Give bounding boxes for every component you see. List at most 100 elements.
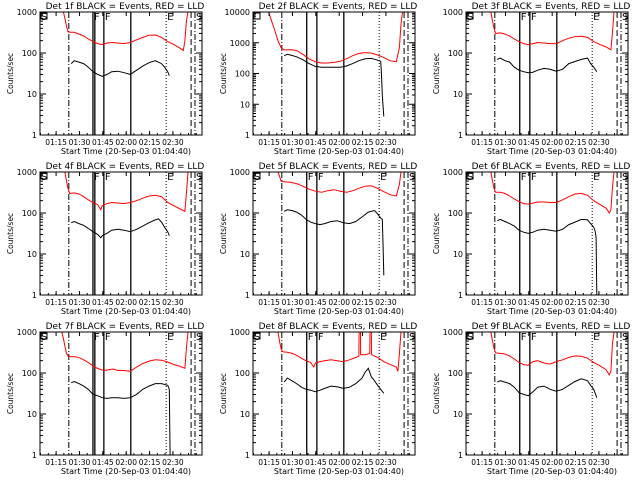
- y-tick-label: 10: [453, 410, 463, 419]
- y-axis-label: Counts/sec: [432, 213, 441, 254]
- series-line-events: [71, 380, 171, 456]
- x-tick-label: 02:15: [565, 298, 587, 307]
- y-tick-label: 10: [27, 90, 37, 99]
- x-tick-label: 02:30: [588, 458, 610, 467]
- marker-label: S: [622, 332, 628, 343]
- marker-label: S: [254, 332, 260, 343]
- marker-label: S: [41, 332, 47, 343]
- series-line-lld: [277, 171, 402, 197]
- y-axis-label: Counts/sec: [219, 373, 228, 414]
- x-axis-label: Start Time (20-Sep-03 01:04:40): [61, 307, 191, 316]
- marker-label: S: [622, 12, 628, 23]
- y-tick-label: 100: [235, 369, 250, 378]
- marker-label: S: [622, 172, 628, 183]
- marker-label: F: [521, 172, 527, 183]
- x-tick-label: 02:30: [375, 458, 397, 467]
- y-axis-label: Counts/sec: [6, 373, 15, 414]
- marker-label: F: [318, 172, 324, 183]
- plot-frame: [252, 331, 416, 456]
- series-line-lld: [64, 171, 189, 213]
- x-tick-label: 02:00: [541, 458, 563, 467]
- marker-label: E: [380, 332, 386, 343]
- marker-label: E: [593, 172, 599, 183]
- x-tick-label: 02:00: [115, 138, 137, 147]
- x-tick-label: 02:00: [328, 458, 350, 467]
- marker-label: E: [593, 332, 599, 343]
- series-line-lld: [268, 11, 403, 64]
- y-tick-label: 1: [32, 291, 37, 300]
- y-tick-label: 10: [453, 250, 463, 259]
- x-tick-label: 01:30: [69, 138, 91, 147]
- series-line-events: [283, 367, 385, 394]
- x-axis-label: Start Time (20-Sep-03 01:04:40): [61, 467, 191, 476]
- x-tick-label: 01:45: [518, 138, 540, 147]
- y-tick-label: 100: [235, 70, 250, 79]
- series-line-lld: [61, 331, 189, 372]
- x-tick-label: 01:30: [282, 458, 304, 467]
- y-tick-label: 1: [245, 451, 250, 460]
- x-tick-label: 01:15: [45, 298, 67, 307]
- x-axis-label: Start Time (20-Sep-03 01:04:40): [61, 147, 191, 156]
- x-axis-label: Start Time (20-Sep-03 01:04:40): [274, 307, 404, 316]
- series-line-events: [70, 60, 170, 77]
- marker-label: E: [593, 12, 599, 23]
- marker-label: E: [167, 332, 173, 343]
- series-line-lld: [62, 11, 189, 52]
- x-tick-label: 01:30: [495, 298, 517, 307]
- y-tick-label: 1: [245, 131, 250, 140]
- chart-title: Det 9f BLACK = Events, RED = LLD: [472, 322, 631, 332]
- marker-label: E: [167, 12, 173, 23]
- x-tick-label: 01:15: [45, 138, 67, 147]
- x-tick-label: 02:15: [139, 458, 161, 467]
- series-line-lld: [277, 331, 402, 372]
- series-line-events: [71, 218, 170, 239]
- x-tick-label: 01:30: [69, 458, 91, 467]
- y-tick-label: 10: [240, 250, 250, 259]
- marker-label: F: [105, 332, 111, 343]
- x-tick-label: 02:00: [115, 458, 137, 467]
- series-line-lld: [490, 171, 615, 214]
- marker-label: S: [467, 172, 473, 183]
- y-tick-label: 10: [27, 410, 37, 419]
- marker-label: E: [380, 172, 386, 183]
- marker-label: F: [105, 12, 111, 23]
- y-tick-label: 1000: [17, 8, 37, 17]
- y-tick-label: 1000: [443, 328, 463, 337]
- y-tick-label: 1: [458, 291, 463, 300]
- plot-frame: [465, 331, 629, 456]
- marker-label: F: [531, 172, 537, 183]
- x-tick-label: 01:30: [282, 298, 304, 307]
- y-axis-label: Counts/sec: [6, 53, 15, 94]
- x-tick-label: 02:30: [588, 298, 610, 307]
- x-tick-label: 02:30: [162, 298, 184, 307]
- chart-title: Det 3f BLACK = Events, RED = LLD: [472, 2, 631, 12]
- plot-frame: [39, 331, 203, 456]
- marker-label: S: [196, 332, 202, 343]
- series-line-lld: [490, 331, 615, 376]
- y-tick-label: 1000: [230, 328, 250, 337]
- x-tick-label: 01:15: [258, 458, 280, 467]
- marker-label: S: [467, 332, 473, 343]
- x-tick-label: 01:30: [69, 298, 91, 307]
- y-axis-label: Counts/sec: [6, 213, 15, 254]
- x-axis-label: Start Time (20-Sep-03 01:04:40): [274, 467, 404, 476]
- y-tick-label: 1000: [230, 168, 250, 177]
- marker-label: E: [167, 172, 173, 183]
- y-tick-label: 10000: [225, 8, 250, 17]
- x-tick-label: 02:00: [541, 298, 563, 307]
- marker-label: F: [94, 12, 100, 23]
- y-tick-label: 1000: [230, 39, 250, 48]
- y-axis-label: Counts/sec: [432, 53, 441, 94]
- x-tick-label: 01:15: [471, 298, 493, 307]
- marker-label: F: [521, 332, 527, 343]
- marker-label: S: [254, 172, 260, 183]
- series-line-events: [283, 53, 385, 117]
- marker-label: S: [409, 332, 415, 343]
- x-tick-label: 01:45: [305, 458, 327, 467]
- chart-title: Det 6f BLACK = Events, RED = LLD: [472, 162, 631, 172]
